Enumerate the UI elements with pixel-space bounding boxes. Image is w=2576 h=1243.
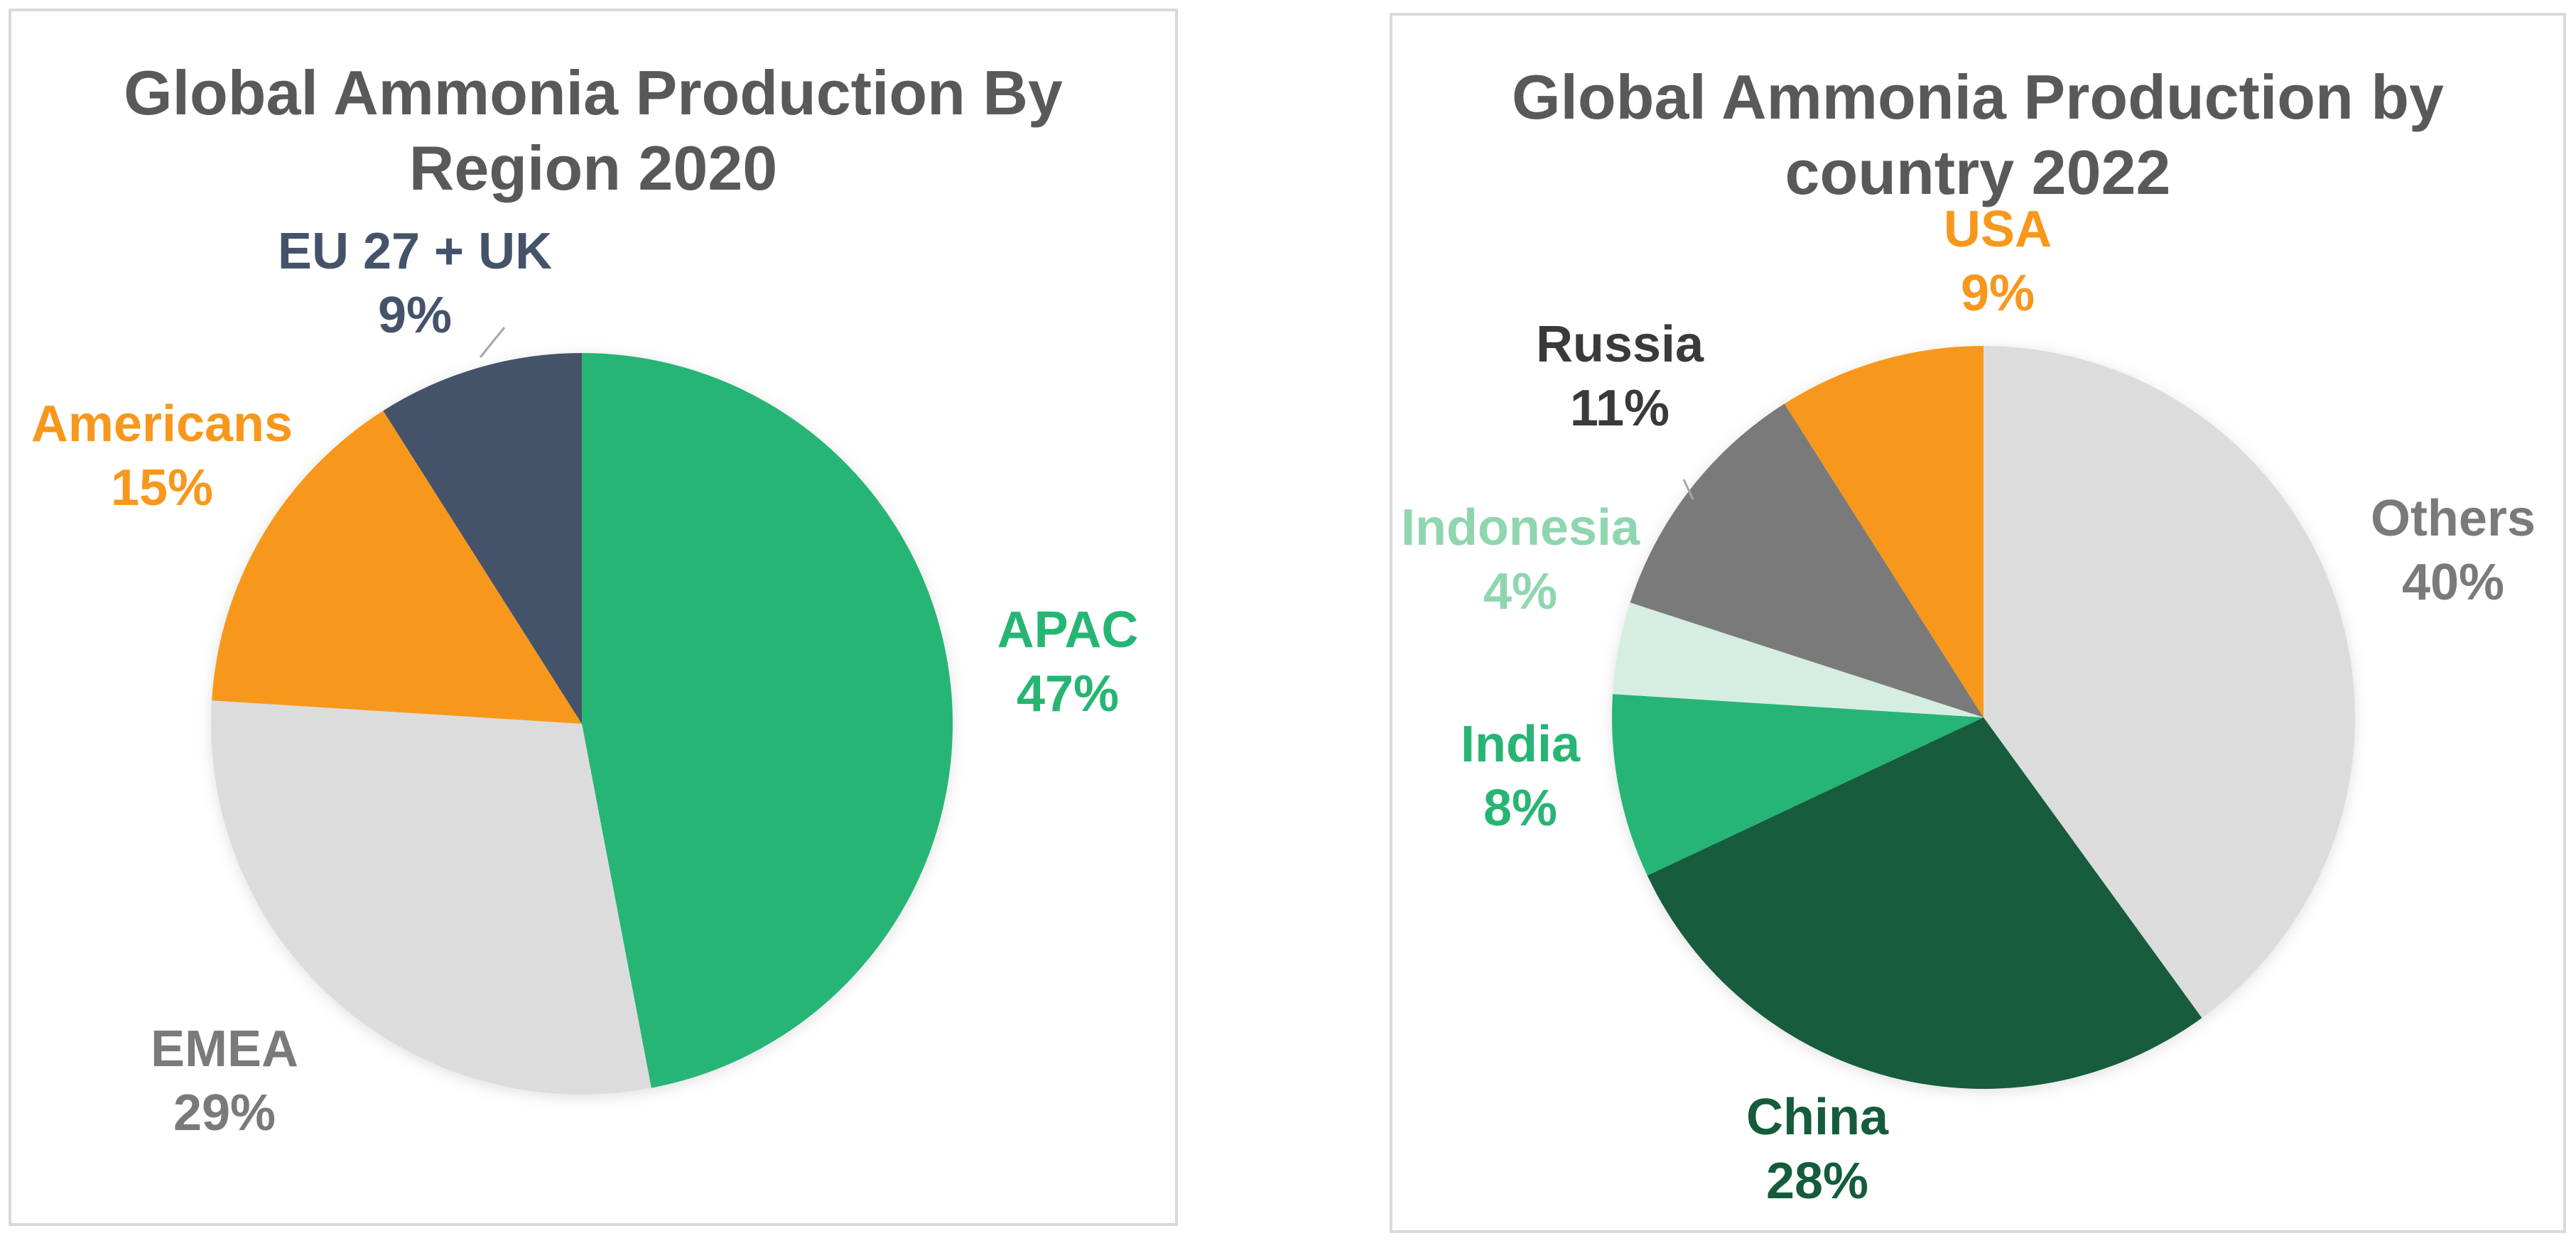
pie-chart-country-2022: Others 40% China 28% India 8% Indonesia 4% Russi… xyxy=(1401,201,2536,1210)
chart-panel-region-2020: Global Ammonia Production By Region 2020… xyxy=(9,9,1178,1226)
pie-slices xyxy=(1612,346,2355,1089)
pie-slice-usa xyxy=(1784,346,1984,717)
pie-chart-region-2020: APAC 47% EMEA 29% Americans 15% EU 27 + UK 9% xyxy=(31,223,1139,1141)
leader-line-russia xyxy=(1682,479,1694,500)
slice-label-group-india: India 8% xyxy=(1461,716,1581,837)
pie-slice-emea xyxy=(210,700,651,1095)
slice-value-india: 8% xyxy=(1483,780,1557,837)
slice-label-americans: Americans xyxy=(31,396,293,452)
slice-label-china: China xyxy=(1746,1089,1889,1146)
slice-value-others: 40% xyxy=(2402,554,2504,611)
slice-label-indonesia: Indonesia xyxy=(1401,499,1640,556)
pie-slice-others xyxy=(1984,346,2355,1019)
pie-slice-indonesia xyxy=(1613,602,1984,717)
slice-label-group-eu-27-uk: EU 27 + UK 9% xyxy=(278,223,552,344)
slice-value-usa: 9% xyxy=(1961,265,2035,322)
slice-label-eu-27-uk: EU 27 + UK xyxy=(278,223,552,280)
pie-slice-india xyxy=(1612,694,1984,876)
slice-label-group-others: Others 40% xyxy=(2371,490,2536,611)
slice-value-china: 28% xyxy=(1766,1153,1868,1210)
slice-label-india: India xyxy=(1461,716,1581,773)
pie-slice-china xyxy=(1647,717,2202,1089)
chart-title: Global Ammonia Production By Region 2020 xyxy=(124,58,1063,203)
slice-label-group-apac: APAC 47% xyxy=(997,602,1139,722)
slice-value-indonesia: 4% xyxy=(1483,563,1557,620)
chart-title: Global Ammonia Production by country 202… xyxy=(1512,62,2444,207)
leader-line-eu-27-uk xyxy=(479,327,506,358)
slice-value-emea: 29% xyxy=(173,1085,276,1141)
slice-value-americans: 15% xyxy=(111,460,213,516)
slice-label-group-china: China 28% xyxy=(1746,1089,1889,1210)
slice-label-group-usa: USA 9% xyxy=(1944,201,2052,322)
slice-label-others: Others xyxy=(2371,490,2536,547)
slice-label-emea: EMEA xyxy=(151,1021,298,1078)
pie-slice-russia xyxy=(1630,403,1984,717)
slice-label-apac: APAC xyxy=(997,602,1139,658)
slice-label-group-indonesia: Indonesia 4% xyxy=(1401,499,1640,620)
pie-slice-americans xyxy=(212,411,583,724)
slice-label-group-russia: Russia 11% xyxy=(1536,316,1704,437)
pie-slice-apac xyxy=(582,353,953,1088)
slice-value-apac: 47% xyxy=(1017,666,1119,722)
slice-value-russia: 11% xyxy=(1570,380,1669,437)
pie-slices xyxy=(210,352,953,1095)
slice-label-russia: Russia xyxy=(1536,316,1704,373)
slice-label-group-emea: EMEA 29% xyxy=(151,1021,298,1141)
slice-value-eu-27-uk: 9% xyxy=(378,287,452,344)
slice-label-usa: USA xyxy=(1944,201,2052,258)
pie-slice-eu-27-uk xyxy=(383,352,582,724)
chart-panel-country-2022: Global Ammonia Production by country 202… xyxy=(1390,13,2566,1233)
slice-label-group-americans: Americans 15% xyxy=(31,396,293,516)
